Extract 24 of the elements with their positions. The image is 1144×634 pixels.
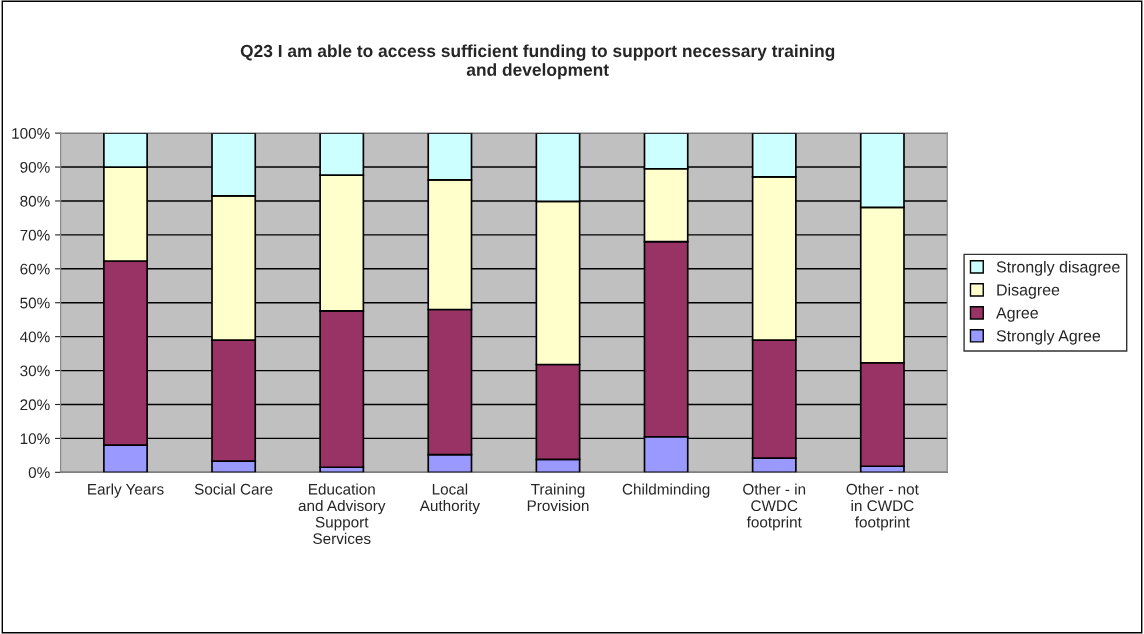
x-tick-label: Education and Advisory Support Services	[298, 483, 386, 545]
legend-label: Strongly Agree	[996, 329, 1101, 345]
x-tick-label: Local Authority	[419, 483, 480, 515]
y-tick-label: 90%	[20, 161, 50, 173]
x-tick-label: Training Provision	[527, 483, 589, 512]
y-tick-label: 100%	[12, 128, 50, 139]
y-tick-label: 10%	[20, 433, 50, 445]
x-tick-label: Social Care	[194, 483, 273, 495]
chart-title: Q23 I am able to access sufficient funding to support necessary training and development	[240, 44, 835, 80]
x-tick-label: Other - not in CWDC footprint	[846, 483, 919, 531]
x-tick-label: Other - in CWDC footprint	[743, 483, 806, 531]
y-tick-label: 80%	[20, 195, 50, 207]
y-tick-label: 30%	[20, 365, 50, 377]
y-tick-label: 70%	[20, 229, 50, 241]
legend-label: Disagree	[997, 283, 1060, 299]
x-tick-label: Childminding	[622, 483, 710, 498]
legend-label: Strongly disagree	[996, 260, 1120, 276]
y-tick-label: 20%	[20, 399, 50, 411]
legend-label: Agree	[996, 307, 1038, 322]
y-tick-label: 40%	[19, 331, 50, 343]
x-tick-label: Early Years	[88, 483, 164, 498]
y-tick-label: 60%	[20, 263, 50, 275]
y-tick-label: 0%	[28, 467, 50, 479]
y-tick-label: 50%	[20, 297, 50, 309]
